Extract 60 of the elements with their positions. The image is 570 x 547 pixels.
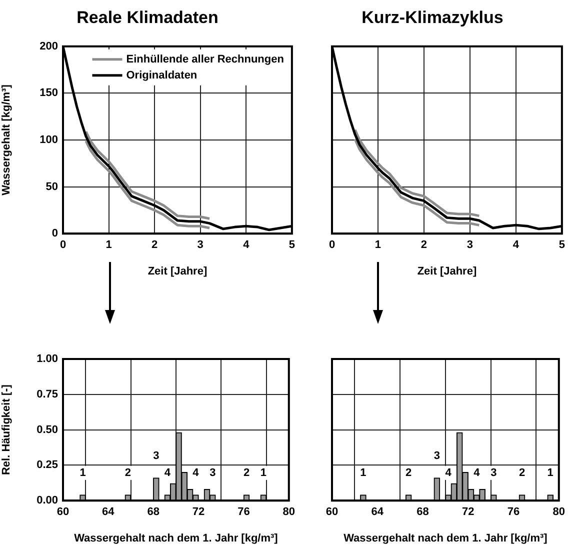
- x-tick-label: 0: [60, 239, 66, 252]
- annotation: 2: [124, 466, 132, 479]
- y-tick-label: 0.00: [36, 494, 58, 507]
- x-axis-title: Zeit [Jahre]: [148, 265, 208, 278]
- y-tick-label: 0.50: [36, 424, 58, 436]
- y-tick-label: 200: [40, 40, 58, 52]
- x-axis-title: Zeit [Jahre]: [417, 265, 477, 278]
- x-tick-label: 64: [102, 506, 116, 518]
- x-tick-label: 4: [243, 239, 250, 252]
- annotation: 3: [434, 450, 440, 462]
- chart-title: Reale Klimadaten: [76, 8, 218, 27]
- x-tick-label: 1: [374, 239, 382, 252]
- x-tick-label: 2: [420, 239, 428, 252]
- x-tick-label: 76: [507, 506, 520, 518]
- x-tick-label: 1: [106, 239, 112, 252]
- y-tick-label: 1.00: [36, 353, 58, 366]
- chart-title: Kurz-Klimazyklus: [362, 8, 504, 27]
- annotation: 3: [210, 466, 216, 479]
- x-tick-label: 5: [288, 239, 296, 252]
- annotation: 3: [490, 466, 497, 479]
- y-tick-label: 0: [52, 228, 58, 240]
- y-axis-title: Wassergehalt [kg/m³]: [0, 84, 13, 196]
- annotation: 4: [164, 466, 172, 479]
- y-tick-label: 150: [40, 87, 58, 100]
- annotation: 3: [153, 450, 160, 462]
- x-tick-label: 3: [466, 239, 474, 252]
- annotation: 1: [360, 466, 366, 479]
- annotation: 2: [243, 466, 250, 479]
- x-tick-label: 0: [328, 239, 336, 252]
- annotation: 1: [547, 466, 554, 479]
- x-tick-label: 76: [238, 506, 250, 518]
- y-tick-label: 0.75: [36, 388, 58, 400]
- x-axis-title: Wassergehalt nach dem 1. Jahr [kg/m³]: [344, 532, 548, 544]
- x-tick-label: 3: [197, 239, 204, 252]
- annotation: 4: [445, 466, 452, 479]
- x-tick-label: 64: [371, 506, 384, 518]
- y-tick-label: 100: [40, 134, 58, 146]
- x-tick-label: 60: [326, 506, 338, 518]
- x-tick-label: 68: [147, 506, 160, 518]
- x-tick-label: 72: [192, 506, 205, 518]
- y-tick-label: 50: [46, 180, 58, 193]
- x-tick-label: 4: [512, 239, 520, 252]
- y-tick-label: 0.25: [36, 459, 58, 472]
- x-tick-label: 72: [462, 506, 474, 518]
- legend-label: Einhüllende aller Rechnungen: [126, 53, 284, 66]
- y-axis-title: Rel. Häufigkeit [-]: [0, 384, 13, 476]
- x-tick-label: 80: [552, 506, 566, 518]
- annotation: 4: [474, 466, 481, 479]
- x-tick-label: 60: [56, 506, 70, 518]
- legend-label: Originaldaten: [126, 69, 198, 82]
- annotation: 1: [260, 466, 267, 479]
- annotation: 1: [80, 466, 86, 479]
- x-tick-label: 68: [416, 506, 429, 518]
- annotation: 4: [192, 466, 200, 479]
- x-tick-label: 5: [558, 239, 566, 252]
- x-axis-title: Wassergehalt nach dem 1. Jahr [kg/m³]: [74, 532, 278, 544]
- annotation: 2: [518, 466, 526, 479]
- annotation: 2: [406, 466, 412, 479]
- x-tick-label: 80: [282, 506, 296, 518]
- x-tick-label: 2: [152, 239, 158, 252]
